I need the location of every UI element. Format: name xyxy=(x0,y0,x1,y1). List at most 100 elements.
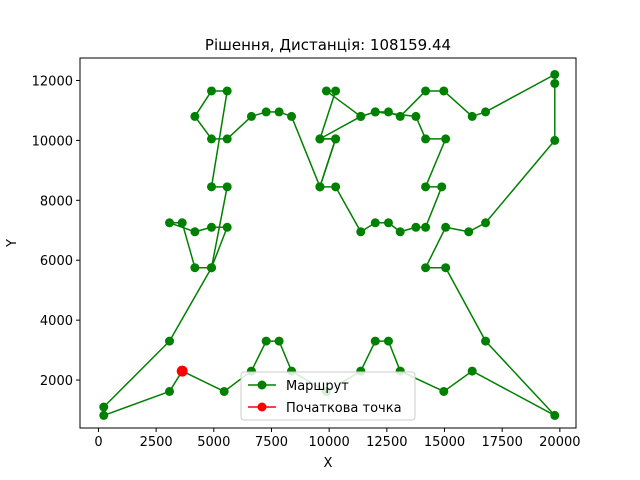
route-segment xyxy=(484,139,556,224)
route-point xyxy=(467,366,477,376)
route-segment xyxy=(375,111,416,118)
y-tick-label: 8000 xyxy=(40,194,73,209)
route-point xyxy=(421,134,431,144)
y-tick-label: 6000 xyxy=(40,254,73,269)
route-segment xyxy=(325,90,362,118)
route-point xyxy=(222,222,232,232)
legend-start-marker xyxy=(257,402,267,412)
route-point xyxy=(222,86,232,96)
x-tick-label: 17500 xyxy=(481,435,522,450)
plot-frame xyxy=(79,57,577,429)
y-tick-label: 4000 xyxy=(40,314,73,329)
route-point xyxy=(481,218,491,228)
x-tick-label: 5000 xyxy=(197,435,230,450)
route-point xyxy=(190,111,200,121)
route-point xyxy=(190,263,200,273)
route-point xyxy=(464,227,474,237)
route-segment xyxy=(210,90,228,187)
route-segment xyxy=(485,73,556,113)
legend-route-label: Маршрут xyxy=(286,379,349,394)
legend-route-marker xyxy=(257,380,267,390)
route-point xyxy=(315,134,325,144)
route-point xyxy=(370,107,380,117)
route-point xyxy=(467,111,477,121)
route-segment xyxy=(168,267,213,342)
y-tick-label: 2000 xyxy=(40,374,73,389)
route-point xyxy=(383,218,393,228)
route-point xyxy=(481,107,491,117)
legend-box xyxy=(240,371,416,421)
route-point xyxy=(274,336,284,346)
route-point xyxy=(421,182,431,192)
route-point xyxy=(206,86,216,96)
route-segment xyxy=(250,340,267,372)
route-segment xyxy=(181,222,196,268)
route-segment xyxy=(103,390,170,417)
route-segment xyxy=(444,267,487,342)
route-point xyxy=(99,402,109,412)
route-point xyxy=(370,218,380,228)
route-point xyxy=(437,182,447,192)
route-point xyxy=(331,182,341,192)
route-point xyxy=(395,111,405,121)
route-point xyxy=(356,227,366,237)
legend-start-label: Початкова точка xyxy=(286,401,402,416)
route-point xyxy=(481,336,491,346)
chart-title: Рішення, Дистанція: 108159.44 xyxy=(205,36,451,54)
route-segment xyxy=(443,90,473,117)
route-point xyxy=(315,182,325,192)
legend: Маршрут Початкова точка xyxy=(240,371,416,421)
route-point xyxy=(165,386,175,396)
route-point xyxy=(222,134,232,144)
x-tick-label: 15000 xyxy=(424,435,465,450)
route-point xyxy=(441,263,451,273)
route-segment xyxy=(334,186,362,233)
route-point xyxy=(421,263,431,273)
route-point xyxy=(274,107,284,117)
route-point xyxy=(383,336,393,346)
route-segment xyxy=(210,227,228,268)
x-tick-label: 12500 xyxy=(366,435,407,450)
route-point xyxy=(206,134,216,144)
route-point xyxy=(261,107,271,117)
route-segment xyxy=(181,370,225,393)
x-tick-label: 0 xyxy=(94,435,102,450)
route-point xyxy=(550,69,560,79)
route-segment xyxy=(360,340,376,372)
route-point xyxy=(421,222,431,232)
route-point xyxy=(370,336,380,346)
route-point xyxy=(206,222,216,232)
route-point xyxy=(411,111,421,121)
route-segment xyxy=(319,90,337,140)
route-point xyxy=(261,336,271,346)
route-segment xyxy=(194,115,213,140)
route-point xyxy=(222,182,232,192)
y-axis-title: Y xyxy=(5,239,20,248)
route-point xyxy=(550,78,560,88)
x-tick-label: 20000 xyxy=(539,435,580,450)
route-segments xyxy=(103,73,556,417)
route-segment xyxy=(424,226,447,269)
route-segment xyxy=(485,340,556,416)
route-point xyxy=(219,386,229,396)
route-segment xyxy=(194,90,213,117)
route-segment xyxy=(319,138,337,188)
route-point xyxy=(421,86,431,96)
route-segment xyxy=(278,340,293,372)
route-segment xyxy=(443,370,473,393)
route-point xyxy=(246,111,256,121)
route-point xyxy=(165,336,175,346)
route-point xyxy=(550,410,560,420)
route-points xyxy=(99,69,560,420)
route-point xyxy=(331,134,341,144)
route-point xyxy=(441,134,451,144)
route-point xyxy=(356,111,366,121)
route-segment xyxy=(424,186,443,228)
route-segment xyxy=(424,138,447,188)
route-point xyxy=(411,222,421,232)
x-tick-label: 2500 xyxy=(140,435,173,450)
route-point xyxy=(331,86,341,96)
route-point xyxy=(395,227,405,237)
x-tick-label: 7500 xyxy=(255,435,288,450)
